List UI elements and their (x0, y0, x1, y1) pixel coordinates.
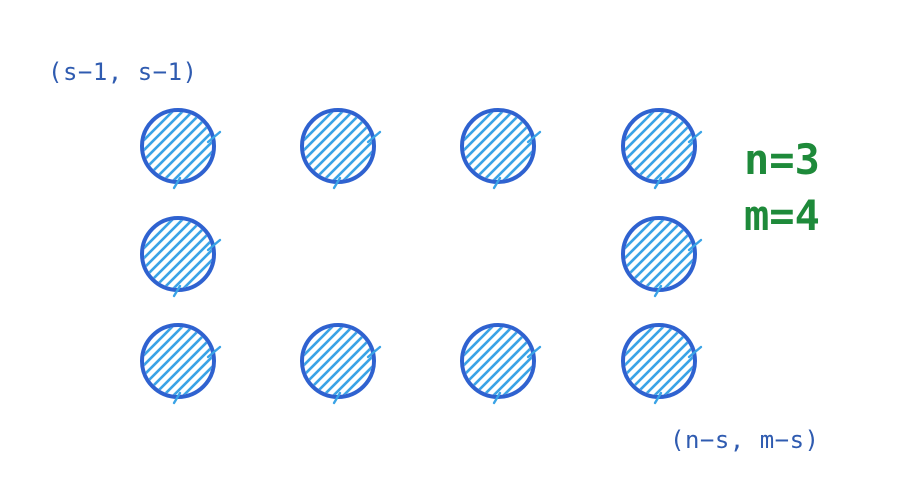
m-parameter-label: m=4 (744, 191, 820, 240)
hatched-circle (140, 216, 222, 298)
circle-grid (140, 108, 703, 405)
n-parameter-label: n=3 (744, 135, 820, 184)
circle-hatch (625, 327, 693, 395)
circle-hatch (304, 112, 372, 180)
circle-hatch (464, 112, 532, 180)
top-left-coordinate-label: (s−1, s−1) (48, 58, 198, 86)
hatched-circle (460, 108, 542, 190)
circle-hatch (625, 112, 693, 180)
hatched-circle (460, 323, 542, 405)
parameter-block: n=3 m=4 (744, 132, 820, 244)
hatched-circle (300, 108, 382, 190)
bottom-right-coordinate-label: (n−s, m−s) (670, 426, 820, 454)
circle-hatch (464, 327, 532, 395)
circle-hatch (304, 327, 372, 395)
circle-hatch (625, 220, 693, 288)
circle-hatch (144, 327, 212, 395)
hatched-circle (140, 323, 222, 405)
hatched-circle (140, 108, 222, 190)
hatched-circle (621, 323, 703, 405)
circle-hatch (144, 220, 212, 288)
hatched-circle (300, 323, 382, 405)
circle-hatch (144, 112, 212, 180)
hatched-circle (621, 216, 703, 298)
hatched-circle (621, 108, 703, 190)
